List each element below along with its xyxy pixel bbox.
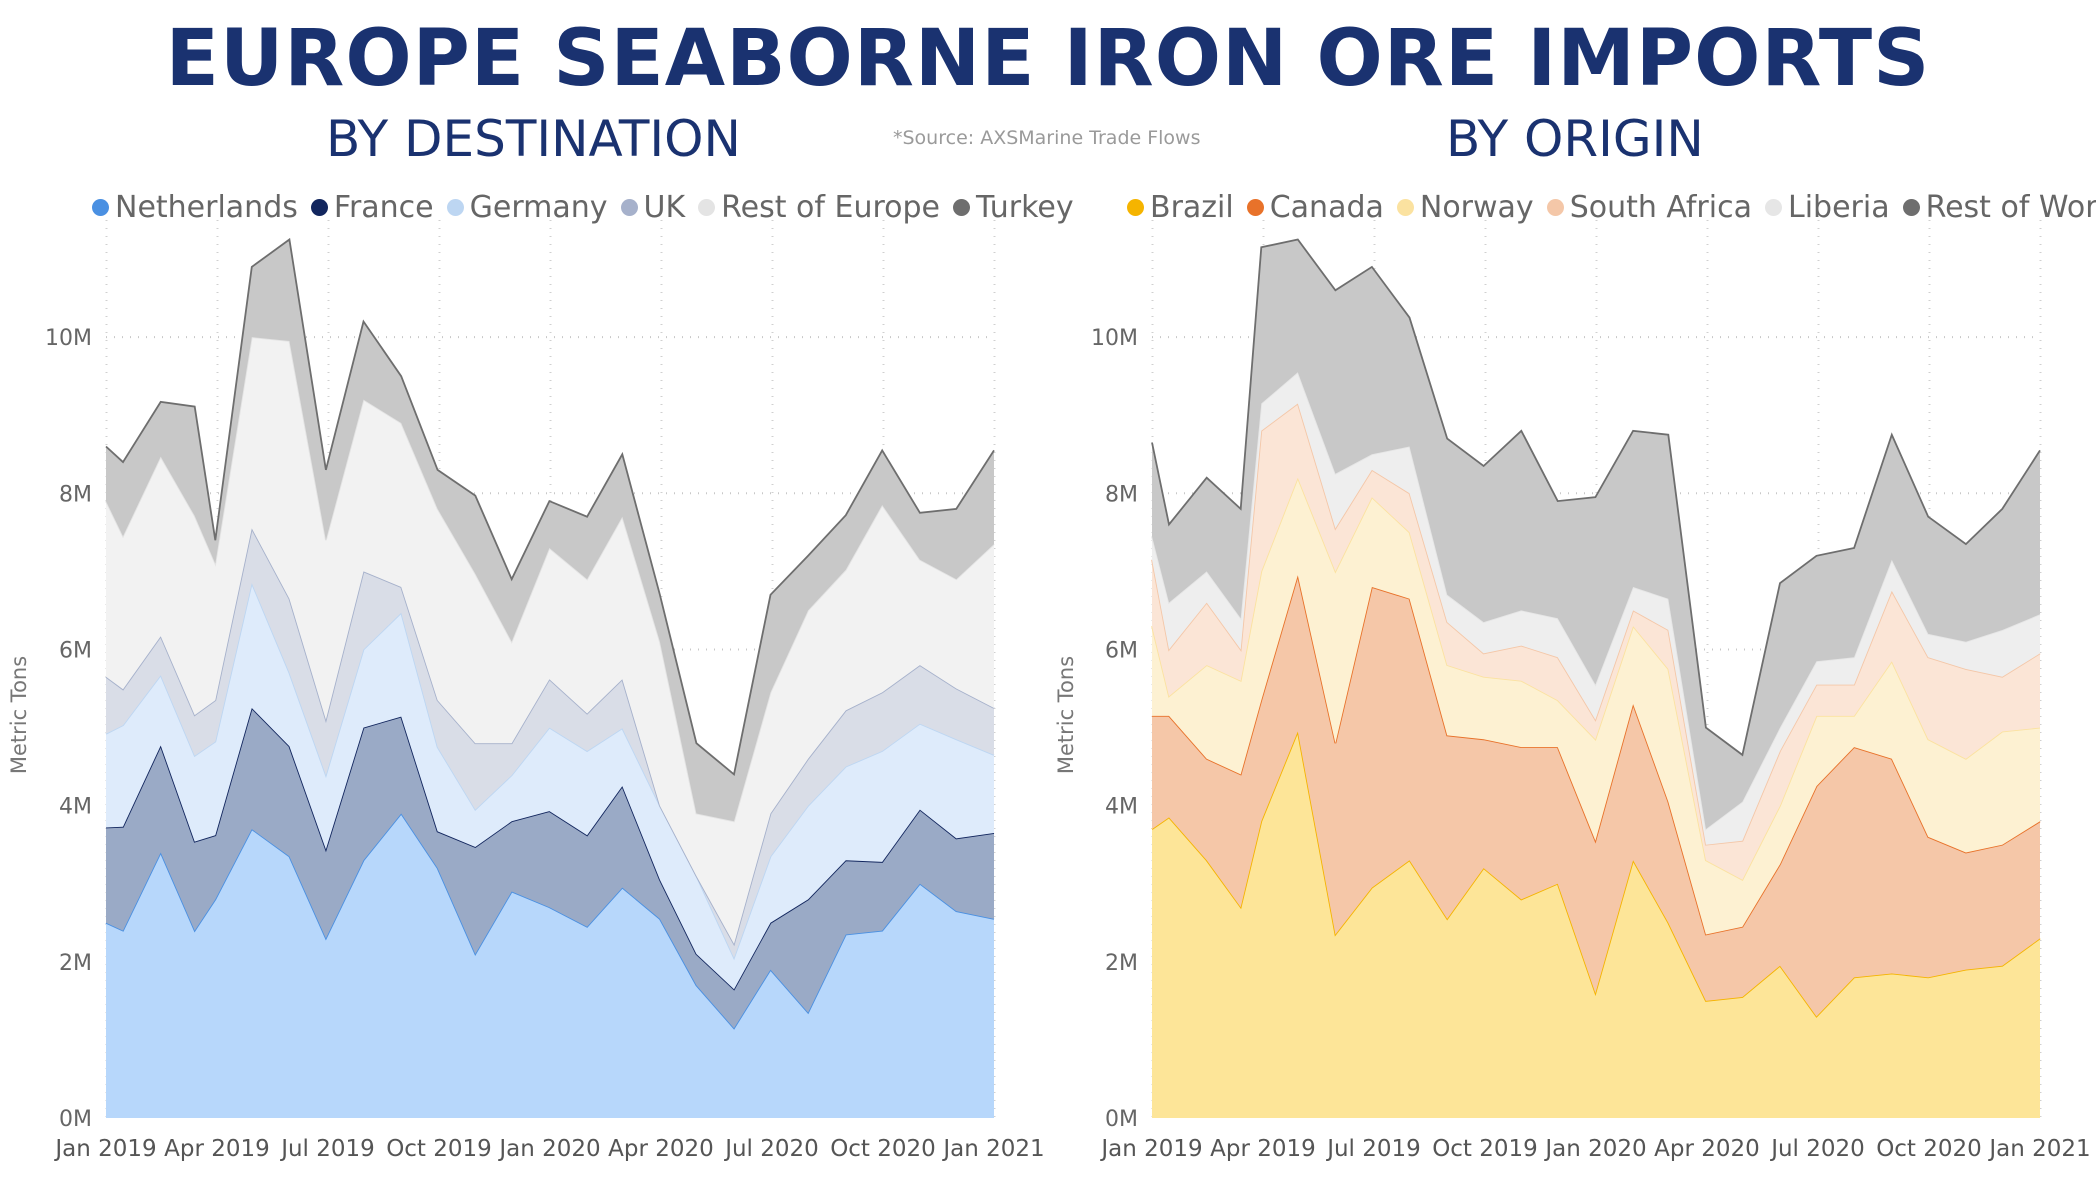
x-tick-label: Oct 2020 — [830, 1136, 936, 1162]
legend-label: UK — [643, 190, 686, 225]
origin-legend: Brazil Canada Norway South Africa Liberia Res… — [1127, 190, 2096, 225]
area-netherlands — [106, 813, 994, 1118]
legend-label: Rest of Europe — [721, 190, 941, 225]
y-axis-title: Metric Tons — [1054, 656, 1078, 774]
destination-legend: Netherlands France Germany UK Rest of Europe… — [92, 190, 1087, 225]
x-tick-label: Oct 2019 — [1432, 1136, 1538, 1162]
x-tick-label: Jul 2020 — [1769, 1136, 1865, 1162]
x-tick-label: Apr 2019 — [164, 1136, 270, 1162]
y-tick-label: 4M — [1105, 795, 1138, 820]
area-rest-of-europe — [106, 337, 994, 944]
legend-label: Rest of World — [1925, 190, 2096, 225]
legend-item-south-africa[interactable]: South Africa — [1546, 190, 1752, 225]
legend-marker — [698, 199, 716, 216]
y-tick-label: 2M — [59, 951, 92, 976]
legend-marker — [1902, 199, 1920, 216]
legend-item-norway[interactable]: Norway — [1396, 190, 1534, 225]
area-norway — [1152, 477, 2040, 935]
legend-label: France — [333, 190, 434, 225]
left-chart-subtitle: BY DESTINATION — [326, 110, 741, 168]
area-germany — [106, 583, 994, 990]
y-tick-label: 8M — [1105, 482, 1138, 507]
legend-item-brazil[interactable]: Brazil — [1127, 190, 1234, 225]
legend-item-canada[interactable]: Canada — [1246, 190, 1384, 225]
y-tick-label: 4M — [59, 795, 92, 820]
page-title: EUROPE SEABORNE IRON ORE IMPORTS — [165, 14, 1931, 104]
legend-label: South Africa — [1569, 190, 1752, 225]
x-tick-label: Jan 2019 — [1099, 1136, 1202, 1162]
x-tick-label: Jan 2021 — [1987, 1136, 2090, 1162]
legend-marker — [92, 199, 109, 216]
legend-item-liberia[interactable]: Liberia — [1764, 190, 1890, 225]
y-tick-label: 0M — [59, 1107, 92, 1132]
legend-marker — [1246, 199, 1264, 216]
legend-marker — [1546, 199, 1564, 216]
legend-label: Norway — [1419, 190, 1534, 225]
legend-label: Germany — [469, 190, 608, 225]
right-chart-subtitle: BY ORIGIN — [1446, 110, 1704, 168]
legend-label: Netherlands — [115, 190, 298, 225]
x-tick-label: Jan 2021 — [941, 1136, 1044, 1162]
line-turkey — [105, 237, 995, 777]
area-france — [106, 708, 994, 1029]
x-tick-label: Jul 2019 — [1325, 1136, 1421, 1162]
legend-marker — [1127, 199, 1144, 216]
area-rest-of-world — [1152, 239, 2040, 830]
source-note: *Source: AXSMarine Trade Flows — [893, 127, 1201, 149]
y-tick-label: 6M — [1105, 638, 1138, 663]
area-brazil — [1152, 731, 2040, 1118]
legend-label: Brazil — [1150, 190, 1234, 225]
area-uk — [106, 528, 994, 958]
y-tick-label: 6M — [59, 638, 92, 663]
x-tick-label: Apr 2020 — [608, 1136, 714, 1162]
legend-label: Canada — [1269, 190, 1384, 225]
y-tick-label: 8M — [59, 482, 92, 507]
area-canada — [1152, 575, 2040, 1017]
x-tick-label: Jan 2020 — [1543, 1136, 1646, 1162]
y-axis-title: Metric Tons — [7, 656, 31, 774]
destination-area-chart: 0M 2M 4M 6M 8M 10M Metric Tons Jan 2019 Apr 2019… — [7, 220, 1045, 1162]
legend-item-rest-of-europe[interactable]: Rest of Europe — [698, 190, 940, 225]
x-tick-label: Jan 2020 — [497, 1136, 600, 1162]
legend-item-france[interactable]: France — [310, 190, 434, 225]
legend-label: Turkey — [976, 190, 1074, 225]
x-tick-label: Jan 2019 — [53, 1136, 156, 1162]
y-tick-label: 10M — [45, 326, 92, 351]
y-tick-label: 0M — [1105, 1107, 1138, 1132]
legend-marker — [953, 199, 971, 216]
legend-marker — [446, 199, 464, 216]
legend-marker — [1764, 199, 1782, 216]
legend-item-turkey[interactable]: Turkey — [953, 190, 1074, 225]
line-rest-of-world — [1151, 238, 2041, 757]
y-tick-label: 10M — [1091, 326, 1138, 351]
y-tick-label: 2M — [1105, 951, 1138, 976]
x-tick-label: Oct 2020 — [1876, 1136, 1982, 1162]
x-tick-label: Apr 2019 — [1210, 1136, 1316, 1162]
x-tick-label: Jul 2019 — [279, 1136, 375, 1162]
x-tick-label: Apr 2020 — [1654, 1136, 1760, 1162]
legend-item-germany[interactable]: Germany — [446, 190, 608, 225]
legend-marker — [310, 199, 328, 216]
legend-item-rest-of-world[interactable]: Rest of World — [1902, 190, 2096, 225]
area-turkey — [106, 239, 994, 822]
origin-area-chart: 0M 2M 4M 6M 8M 10M Metric Tons Jan 2019 Apr 2019… — [1054, 220, 2091, 1162]
x-tick-label: Jul 2020 — [723, 1136, 819, 1162]
legend-item-netherlands[interactable]: Netherlands — [92, 190, 298, 225]
x-tick-label: Oct 2019 — [386, 1136, 492, 1162]
legend-item-uk[interactable]: UK — [620, 190, 686, 225]
legend-marker — [620, 199, 638, 216]
legend-marker — [1396, 199, 1414, 216]
legend-label: Liberia — [1787, 190, 1890, 225]
